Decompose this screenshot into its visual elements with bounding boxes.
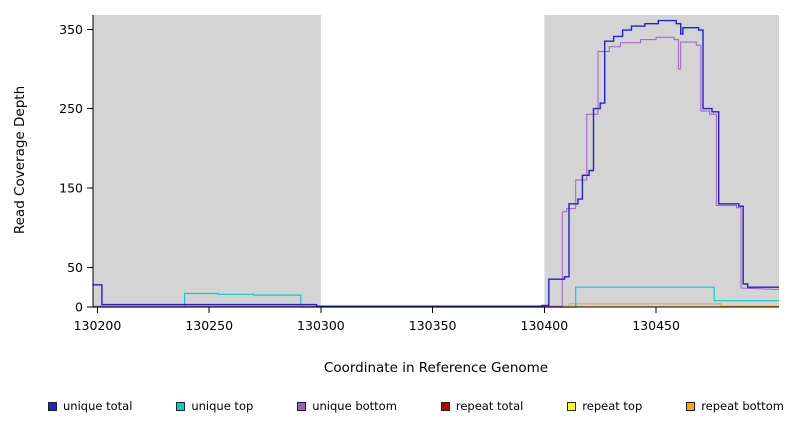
legend: unique total unique top unique bottom repea… (48, 399, 784, 413)
legend-label: repeat bottom (701, 399, 784, 413)
x-tick-label: 130300 (297, 318, 345, 333)
plot-canvas: 130200 130250 130300 130350 130400 130450 0 50 1… (59, 15, 780, 333)
legend-label: unique bottom (312, 399, 397, 413)
y-axis-title: Read Coverage Depth (12, 85, 28, 235)
legend-item: unique bottom (297, 399, 397, 413)
x-tick-label: 130250 (185, 318, 233, 333)
x-tick-label: 130450 (632, 318, 680, 333)
legend-label: repeat top (582, 399, 643, 413)
legend-label: unique total (63, 399, 133, 413)
series-unique-bottom (93, 36, 780, 307)
legend-swatch (297, 401, 307, 411)
legend-label: repeat total (455, 399, 524, 413)
series-unique-top (93, 286, 779, 308)
legend-swatch (440, 401, 450, 411)
legend-swatch (567, 401, 577, 411)
legend-item: repeat top (567, 399, 642, 413)
legend-item: unique top (176, 399, 253, 413)
legend-swatch (686, 401, 696, 411)
legend-item: repeat bottom (686, 399, 784, 413)
legend-label: unique top (191, 399, 254, 413)
x-tick-label: 130350 (409, 318, 457, 333)
y-tick-label: 150 (59, 180, 83, 195)
y-tick-label: 0 (75, 300, 83, 315)
legend-swatch (48, 401, 57, 411)
shaded-region (544, 15, 779, 307)
legend-item: unique total (48, 399, 132, 413)
legend-swatch (176, 401, 186, 411)
shaded-region (93, 15, 321, 307)
x-tick-label: 130400 (521, 318, 569, 333)
y-tick-label: 250 (59, 101, 83, 116)
y-tick-label: 350 (59, 22, 83, 37)
series-unique-total (93, 19, 779, 307)
x-tick-label: 130200 (74, 318, 122, 333)
x-axis-title: Coordinate in Reference Genome (323, 360, 549, 376)
legend-item: repeat total (440, 399, 524, 413)
y-tick-label: 50 (67, 260, 83, 275)
